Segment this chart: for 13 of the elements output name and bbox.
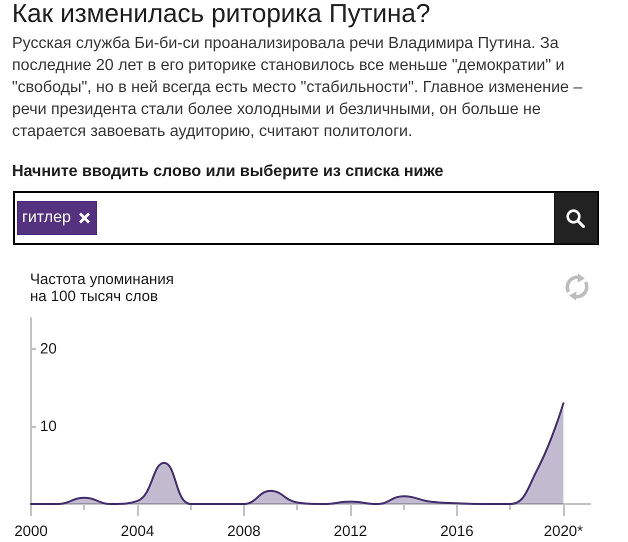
chart-subtitle: Русская служба Би-би-си проанализировала речи Владимира Путина. За последние 20 лет в его риторике становилось все меньше "демократии" и "свободы", но в ней всегда есть место "стабильности". Главное изменение – речи президента стали более холодными и безличными, он больше не старается завоевать аудиторию, считают политологи. <box>12 34 584 142</box>
selected-word-tag: гитлер <box>17 201 97 235</box>
text: Начните вводить слово или выберите из списка ниже <box>12 163 444 181</box>
chart-title: Как изменилась риторика Путина? <box>12 0 430 28</box>
y-tick-label: 10 <box>40 418 57 435</box>
x-tick-label: 2008 <box>227 523 261 540</box>
y-tick-label: 20 <box>40 340 57 358</box>
x-tick-label: 2020* <box>544 523 584 540</box>
x-tick-label: 2004 <box>120 523 154 540</box>
x-tick-label: 2012 <box>334 523 368 540</box>
x-tick-label: 2000 <box>14 523 48 540</box>
y-axis-title: Частота упоминания на 100 тысяч слов <box>30 271 175 305</box>
x-tick-label: 2016 <box>440 523 474 540</box>
